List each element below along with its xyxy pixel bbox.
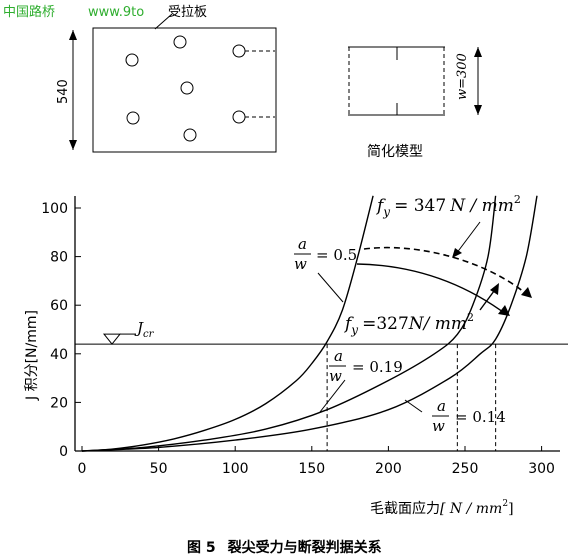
x-tick-label: 300 — [528, 461, 555, 477]
figure-title: 裂尖受力与断裂判据关系 — [227, 539, 382, 556]
fy-347-unit: N / mm — [449, 196, 514, 216]
fy-347-arrowhead — [521, 287, 532, 298]
y-tick-label: 60 — [50, 298, 68, 314]
y-tick-label: 0 — [59, 444, 68, 460]
figure-number: 图 5 — [187, 540, 216, 556]
y-tick-label: 40 — [50, 347, 68, 363]
watermark-site-url: www.9to — [88, 5, 144, 20]
fy-327-sub: y — [350, 323, 358, 337]
ratio-0.14-den: w — [432, 417, 445, 435]
chart: 0 50 100 150 200 250 300 0 20 40 60 80 100 J 积分[N/mm… — [24, 193, 568, 517]
curve-arrowhead — [490, 283, 499, 295]
x-axis-label-text: 毛截面应力 — [370, 500, 440, 517]
plate-label: 受拉板 — [168, 5, 207, 20]
fy-327-eq: =327 — [362, 314, 409, 334]
bolt-hole — [183, 128, 197, 142]
x-axis-label: 毛截面应力[ N / mm2] — [370, 499, 514, 517]
ratio-0.19-den: w — [329, 367, 342, 385]
x-tick-label: 0 — [78, 461, 87, 477]
x-axis-label-unit-exp: 2 — [502, 499, 508, 509]
x-tick-label: 50 — [150, 461, 168, 477]
test-plate-drawing: 受拉板 540 — [56, 5, 277, 153]
x-tick-label: 200 — [375, 461, 402, 477]
fy-327-exp: 2 — [467, 311, 474, 324]
simplified-model-drawing: w=300 简化模型 — [348, 46, 482, 160]
dimension-arrow — [69, 140, 77, 150]
fy-347-leader-arrow — [452, 248, 462, 258]
y-axis-label: J 积分[N/mm] — [24, 310, 40, 401]
fy-347-leader — [455, 221, 481, 255]
bolt-hole — [232, 110, 246, 124]
dimension-arrow — [474, 105, 482, 115]
y-tick-label: 100 — [41, 201, 68, 217]
x-axis-label-unit: [ N / mm — [440, 501, 502, 517]
fy-327-boundary — [356, 263, 508, 316]
figure-caption: 图 5 裂尖受力与断裂判据关系 — [187, 539, 382, 556]
y-tick-label: 20 — [50, 395, 68, 411]
jcr-marker — [102, 333, 122, 345]
ratio-0.19-leader — [319, 379, 346, 413]
watermark-site-name: 中国路桥 — [3, 4, 55, 20]
dimension-arrow — [69, 30, 77, 40]
fy-327-unit: N/ mm — [408, 314, 467, 334]
bolt-hole — [126, 111, 140, 125]
fy-347-sub: y — [382, 205, 390, 219]
ratio-0.5-leader — [317, 272, 344, 303]
bolt-hole — [180, 81, 194, 95]
ratio-0.19-num: a — [334, 347, 343, 365]
jcr-label-main: J — [134, 319, 144, 337]
ratio-0.19-label: a w = 0.19 — [329, 347, 403, 385]
x-tick-label: 150 — [298, 461, 325, 477]
bolt-hole — [173, 35, 187, 49]
model-caption: 简化模型 — [367, 143, 423, 160]
ratio-0.5-label: a w = 0.5 — [294, 235, 357, 273]
bolt-hole — [232, 44, 246, 58]
fy-347-f: f — [375, 196, 386, 216]
jcr-label-sub: cr — [143, 329, 155, 340]
jcr-label: Jcr — [134, 319, 155, 340]
fy-327-label: fy =327N/ mm2 — [343, 311, 474, 337]
ratio-0.14-label: a w = 0.14 — [432, 397, 506, 435]
plate-height-label: 540 — [56, 79, 71, 104]
fy-347-eq: = 347 — [394, 196, 446, 216]
series-curve-a-w-0.14 — [81, 195, 538, 452]
x-tick-label: 100 — [222, 461, 249, 477]
ratio-0.5-eq: = 0.5 — [316, 246, 357, 264]
ratio-0.19-eq: = 0.19 — [352, 358, 403, 376]
fy-347-boundary — [363, 246, 531, 298]
plate-outline — [92, 27, 277, 153]
model-width-label: w=300 — [455, 53, 470, 100]
x-axis-label-unit-close: ] — [508, 501, 513, 517]
fy-327-arrowhead — [498, 305, 510, 316]
plate-label-leader — [154, 13, 173, 30]
dimension-arrow — [474, 47, 482, 57]
bolt-hole — [125, 53, 139, 67]
ratio-0.5-den: w — [294, 255, 307, 273]
fy-327-f: f — [343, 314, 354, 334]
ratio-0.14-eq: = 0.14 — [455, 408, 506, 426]
ratio-0.14-num: a — [437, 397, 446, 415]
y-tick-label: 80 — [50, 250, 68, 266]
fy-347-exp: 2 — [514, 193, 521, 206]
x-tick-label: 250 — [452, 461, 479, 477]
ratio-0.5-num: a — [298, 235, 307, 253]
ratio-0.14-leader — [404, 399, 423, 413]
fy-347-label: fy = 347 N / mm2 — [375, 193, 521, 219]
series-curve-a-w-0.5 — [81, 195, 374, 452]
